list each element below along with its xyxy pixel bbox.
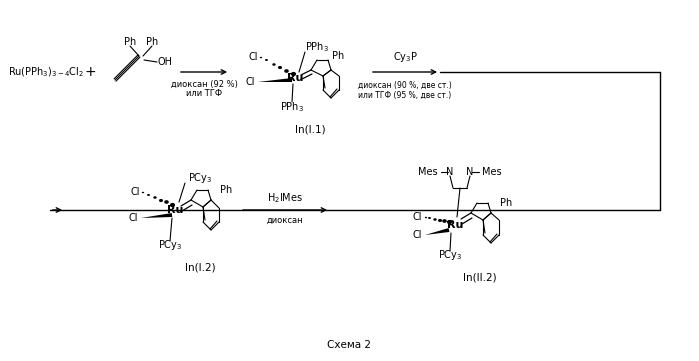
- Text: Cy$_3$P: Cy$_3$P: [393, 50, 417, 64]
- Text: N: N: [447, 167, 454, 177]
- Text: Cl: Cl: [412, 230, 422, 240]
- Text: Cl: Cl: [129, 213, 138, 223]
- Text: In(I.1): In(I.1): [295, 125, 325, 135]
- Text: In(I.2): In(I.2): [185, 263, 215, 273]
- Text: PPh$_3$: PPh$_3$: [280, 100, 304, 114]
- Text: диоксан (92 %): диоксан (92 %): [171, 79, 238, 88]
- Text: PCy$_3$: PCy$_3$: [158, 238, 182, 252]
- Text: или ТГФ: или ТГФ: [186, 88, 222, 97]
- Text: Ph: Ph: [332, 51, 344, 61]
- Text: Ph: Ph: [500, 198, 512, 208]
- Polygon shape: [141, 213, 172, 218]
- Text: Ru(PPh$_3)_{3-4}$Cl$_2$: Ru(PPh$_3)_{3-4}$Cl$_2$: [8, 65, 84, 79]
- Text: PCy$_3$: PCy$_3$: [438, 248, 462, 262]
- Text: N: N: [466, 167, 474, 177]
- Text: Mes: Mes: [419, 167, 438, 177]
- Text: Ru: Ru: [447, 220, 463, 230]
- Text: H$_2$IMes: H$_2$IMes: [267, 191, 303, 205]
- Text: Cl: Cl: [412, 212, 422, 222]
- Text: Mes: Mes: [482, 167, 502, 177]
- Text: OH: OH: [158, 57, 173, 67]
- Text: Ph: Ph: [146, 37, 158, 47]
- Text: Ph: Ph: [220, 185, 232, 195]
- Polygon shape: [425, 228, 449, 235]
- Text: диоксан (90 %, две ст.): диоксан (90 %, две ст.): [358, 81, 452, 90]
- Text: Ph: Ph: [124, 37, 136, 47]
- Text: Cl: Cl: [131, 187, 140, 197]
- Text: In(II.2): In(II.2): [463, 273, 497, 283]
- Text: PCy$_3$: PCy$_3$: [188, 171, 212, 185]
- Text: или ТГФ (95 %, две ст.): или ТГФ (95 %, две ст.): [359, 91, 452, 100]
- Text: Cl: Cl: [249, 52, 258, 62]
- Text: +: +: [84, 65, 96, 79]
- Text: Cl: Cl: [245, 77, 255, 87]
- Text: Схема 2: Схема 2: [327, 340, 371, 350]
- Text: PPh$_3$: PPh$_3$: [305, 40, 329, 54]
- Text: Ru: Ru: [287, 73, 303, 83]
- Text: Ru: Ru: [167, 205, 183, 215]
- Polygon shape: [258, 78, 292, 82]
- Text: диоксан: диоксан: [267, 216, 303, 225]
